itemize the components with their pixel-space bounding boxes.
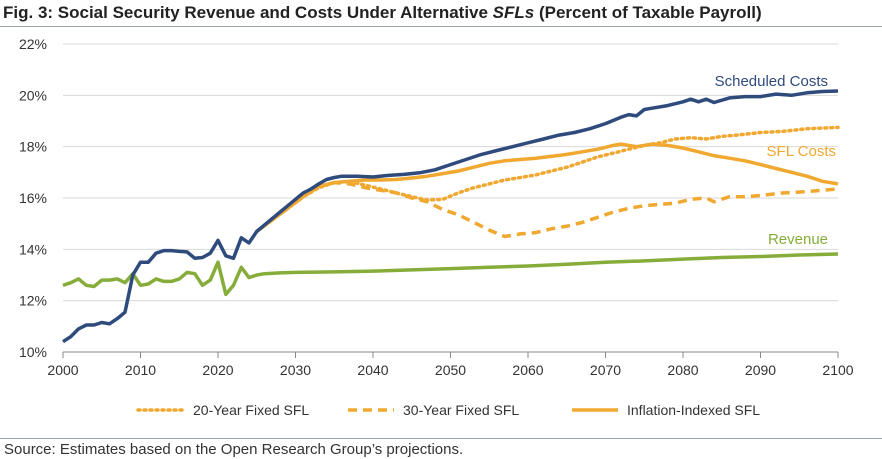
x-tick-label: 2030 <box>280 362 311 378</box>
x-tick-label: 2060 <box>512 362 543 378</box>
x-tick-label: 2090 <box>745 362 776 378</box>
x-tick-label: 2080 <box>667 362 698 378</box>
chart-title-suffix: (Percent of Taxable Payroll) <box>534 3 762 22</box>
annotation-label: SFL Costs <box>767 143 836 160</box>
annotation-label: Revenue <box>768 231 828 248</box>
series-line-30-year-fixed-sfl <box>255 180 839 239</box>
y-tick-label: 16% <box>19 190 47 206</box>
chart-title-prefix: Fig. 3: Social Security Revenue and Cost… <box>3 3 493 22</box>
y-tick-label: 22% <box>19 36 47 52</box>
series-line-inflation-indexed-sfl <box>255 142 839 233</box>
legend-label: Inflation-Indexed SFL <box>627 402 760 418</box>
series-line-20-year-fixed-sfl <box>255 125 840 234</box>
legend-label: 30-Year Fixed SFL <box>403 402 519 418</box>
chart-title: Fig. 3: Social Security Revenue and Cost… <box>3 3 762 23</box>
y-tick-label: 10% <box>19 344 47 360</box>
legend-label: 20-Year Fixed SFL <box>193 402 309 418</box>
chart-title-italic: SFLs <box>492 3 535 22</box>
y-tick-label: 20% <box>19 87 47 103</box>
annotation-label: Scheduled Costs <box>715 73 828 90</box>
x-tick-label: 2050 <box>435 362 466 378</box>
y-tick-label: 12% <box>19 293 47 309</box>
title-rule <box>0 26 882 27</box>
series-line-scheduled-costs <box>62 89 839 344</box>
x-tick-label: 2040 <box>357 362 388 378</box>
source-note: Source: Estimates based on the Open Rese… <box>4 441 464 458</box>
x-tick-label: 2100 <box>822 362 853 378</box>
x-tick-label: 2000 <box>47 362 78 378</box>
x-tick-label: 2070 <box>590 362 621 378</box>
x-tick-label: 2020 <box>202 362 233 378</box>
series-line-revenue <box>62 252 839 297</box>
source-rule <box>0 438 882 439</box>
x-tick-label: 2010 <box>125 362 156 378</box>
y-tick-label: 18% <box>19 139 47 155</box>
y-tick-label: 14% <box>19 241 47 257</box>
